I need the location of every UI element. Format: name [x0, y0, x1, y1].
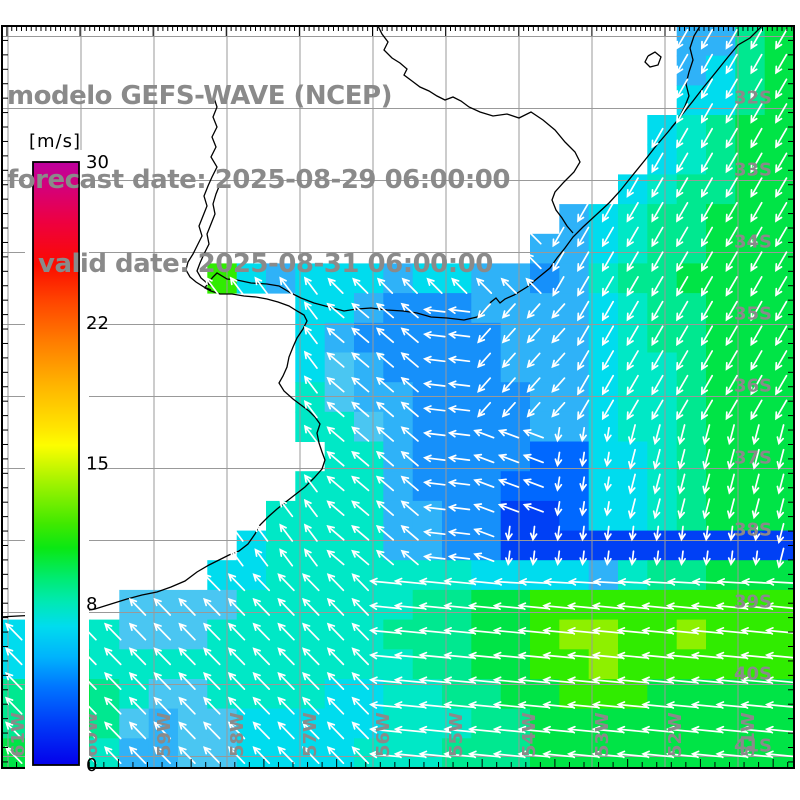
colorbar-tick-label: 22 [86, 313, 109, 334]
colorbar-tick-label: 30 [86, 152, 109, 173]
colorbar-tick-label: 15 [86, 454, 109, 475]
valid-date: valid date: 2025-08-31 06:00:00 [38, 249, 493, 279]
lon-label: 51W [738, 712, 759, 757]
field-cells [2, 26, 794, 768]
lat-label: 36S [734, 376, 772, 397]
colorbar-gradient [32, 161, 80, 766]
grid-lines [2, 26, 794, 768]
lat-label: 33S [734, 160, 772, 181]
lon-label: 59W [154, 712, 175, 757]
lon-label: 61W [8, 712, 29, 757]
model-title: modelo GEFS-WAVE (NCEP) [7, 81, 392, 111]
lon-label: 55W [446, 712, 467, 757]
colorbar: 30 22 15 8 0 [25, 150, 109, 776]
lat-label: 40S [734, 664, 772, 685]
wind-arrows [5, 29, 794, 765]
colorbar-unit-label: [m/s] [29, 131, 82, 152]
map-title-block: modelo GEFS-WAVE (NCEP) forecast date: 2… [7, 26, 510, 334]
lat-label: 32S [734, 88, 772, 109]
lat-label: 41S [734, 736, 772, 757]
axis-frame [1, 25, 795, 769]
lon-label: 58W [227, 712, 248, 757]
lat-label: 35S [734, 304, 772, 325]
lon-label: 53W [592, 712, 613, 757]
lon-label: 54W [519, 712, 540, 757]
lat-label: 37S [734, 448, 772, 469]
lat-label: 38S [734, 520, 772, 541]
colorbar-tick-label: 8 [86, 594, 97, 615]
lon-label: 52W [665, 712, 686, 757]
colorbar-tick-label: 0 [86, 755, 97, 776]
lat-label: 39S [734, 592, 772, 613]
lon-label: 56W [373, 712, 394, 757]
lat-label: 34S [734, 232, 772, 253]
forecast-date: forecast date: 2025-08-29 06:00:00 [7, 165, 510, 195]
lon-label: 57W [300, 712, 321, 757]
